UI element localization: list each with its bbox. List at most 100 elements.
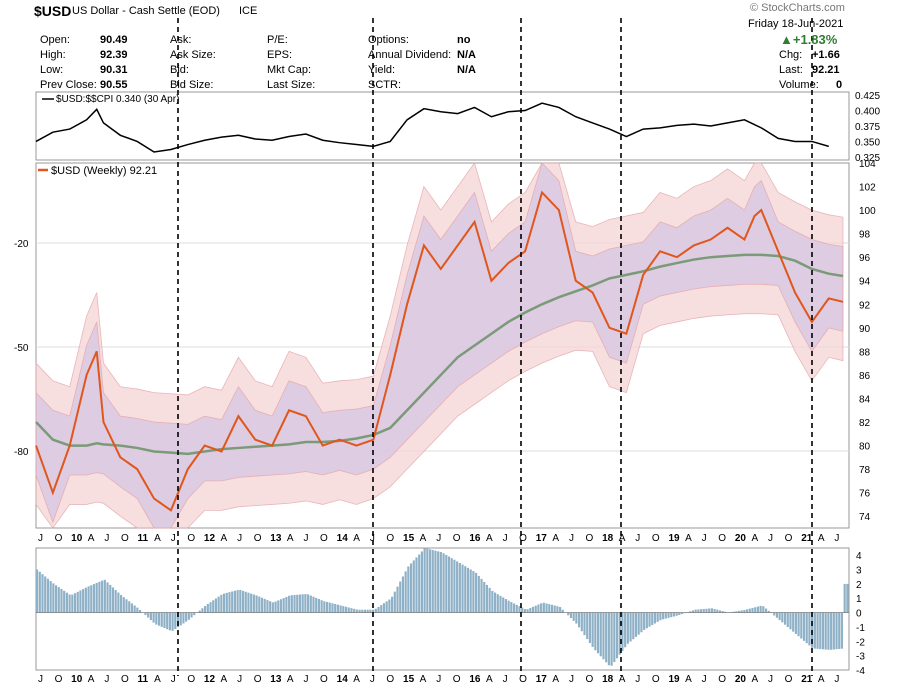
prev-close-value: 90.55 — [100, 79, 128, 91]
high-value: 92.39 — [100, 49, 128, 61]
histogram-bar — [805, 612, 808, 644]
histogram-bar — [36, 569, 39, 613]
x-tick-label: J — [503, 533, 508, 544]
x-tick-label-bottom: J — [635, 674, 640, 685]
histogram-bar — [101, 580, 104, 613]
histogram-bar — [583, 612, 586, 636]
histogram-bar — [521, 607, 524, 613]
histogram-bar — [138, 609, 142, 613]
x-tick-label-bottom: A — [751, 674, 758, 685]
histogram-bar — [149, 612, 152, 621]
histogram-bar — [220, 594, 223, 613]
histogram-bar — [87, 586, 90, 613]
histogram-bar — [553, 605, 556, 613]
histogram-bar — [762, 606, 765, 613]
histogram-bar — [781, 612, 784, 623]
x-tick-label: A — [818, 533, 825, 544]
histogram-bar — [296, 594, 299, 613]
histogram-bar — [176, 612, 180, 628]
x-tick-label-bottom: A — [154, 674, 161, 685]
histogram-bar — [759, 605, 762, 613]
change-percent: ▲+1.83% — [780, 32, 838, 47]
histogram-bar — [634, 612, 638, 637]
histogram-bar — [678, 612, 681, 616]
x-tick-label-bottom: 15 — [403, 674, 415, 685]
histogram-bar — [545, 603, 548, 613]
histogram-bar — [166, 612, 169, 630]
histogram-bar — [586, 612, 589, 640]
histogram-bar — [423, 548, 426, 613]
x-tick-label: A — [88, 533, 95, 544]
last-size-label: Last Size: — [267, 79, 316, 91]
pe-label: P/E: — [267, 34, 288, 46]
histogram-bar — [266, 600, 269, 613]
prev-close-label: Prev Close: — [40, 79, 97, 91]
histogram-bar — [279, 599, 283, 613]
histogram-bar — [754, 607, 757, 613]
histogram-bar — [515, 604, 518, 613]
last-label: Last: — [779, 64, 803, 76]
x-tick-label: O — [453, 533, 461, 544]
histogram-bar — [361, 609, 364, 613]
price-legend-label: $USD (Weekly) 92.21 — [51, 165, 157, 177]
histogram-bar — [746, 609, 749, 613]
x-tick-label-bottom: A — [88, 674, 95, 685]
x-tick-label-bottom: J — [237, 674, 242, 685]
histogram-bar — [718, 610, 722, 613]
histogram-bar — [198, 610, 201, 613]
description: US Dollar - Cash Settle (EOD) — [72, 5, 220, 17]
hist-ytick: 3 — [856, 566, 862, 577]
x-tick-label-bottom: J — [104, 674, 109, 685]
x-tick-label: A — [619, 533, 626, 544]
histogram-bar — [802, 612, 806, 641]
histogram-bar — [656, 612, 659, 622]
histogram-bar — [391, 596, 394, 613]
histogram-bar — [835, 612, 838, 650]
x-tick-label-bottom: 12 — [204, 674, 216, 685]
x-tick-label: 15 — [403, 533, 415, 544]
x-tick-label-bottom: J — [569, 674, 574, 685]
histogram-bar — [556, 606, 559, 613]
histogram-bar — [412, 560, 415, 613]
x-tick-label-bottom: J — [38, 674, 43, 685]
x-tick-label: A — [353, 533, 360, 544]
histogram-bar — [591, 612, 594, 647]
price-ytick: 82 — [859, 418, 871, 429]
histogram-bar — [672, 612, 676, 617]
low-label: Low: — [40, 64, 64, 76]
histogram-bar — [428, 549, 432, 613]
histogram-bar — [605, 612, 608, 663]
histogram-bar — [380, 605, 383, 613]
symbol: $USD — [34, 3, 72, 19]
histogram-bar — [442, 553, 445, 613]
histogram-bar — [271, 602, 274, 613]
histogram-bar — [82, 589, 85, 613]
histogram-bar — [496, 594, 499, 613]
histogram-bar — [377, 606, 380, 613]
histogram-bar — [596, 612, 600, 654]
histogram-bar — [537, 604, 540, 613]
histogram-bar — [431, 549, 434, 613]
histogram-bar — [792, 612, 795, 632]
yield-label: Yield: — [368, 64, 396, 76]
histogram-bar — [629, 612, 632, 642]
histogram-bar — [57, 587, 60, 613]
histogram-bar — [401, 576, 405, 613]
histogram-bar — [808, 612, 811, 646]
x-tick-label-bottom: A — [287, 674, 294, 685]
histogram-bar — [236, 590, 239, 613]
histogram-bar — [724, 611, 727, 613]
x-tick-label: O — [718, 533, 726, 544]
histogram-bar — [575, 612, 578, 624]
histogram-bar — [344, 606, 348, 613]
x-tick-label-bottom: 19 — [668, 674, 680, 685]
histogram-bar — [263, 598, 266, 613]
histogram-bar — [797, 612, 800, 637]
histogram-bar — [41, 574, 44, 613]
x-tick-label: J — [171, 533, 176, 544]
histogram-bar — [689, 611, 692, 613]
x-tick-label-bottom: 17 — [536, 674, 548, 685]
histogram-bar — [824, 612, 827, 650]
histogram-bar — [79, 590, 82, 613]
x-tick-label-bottom: 10 — [71, 674, 83, 685]
